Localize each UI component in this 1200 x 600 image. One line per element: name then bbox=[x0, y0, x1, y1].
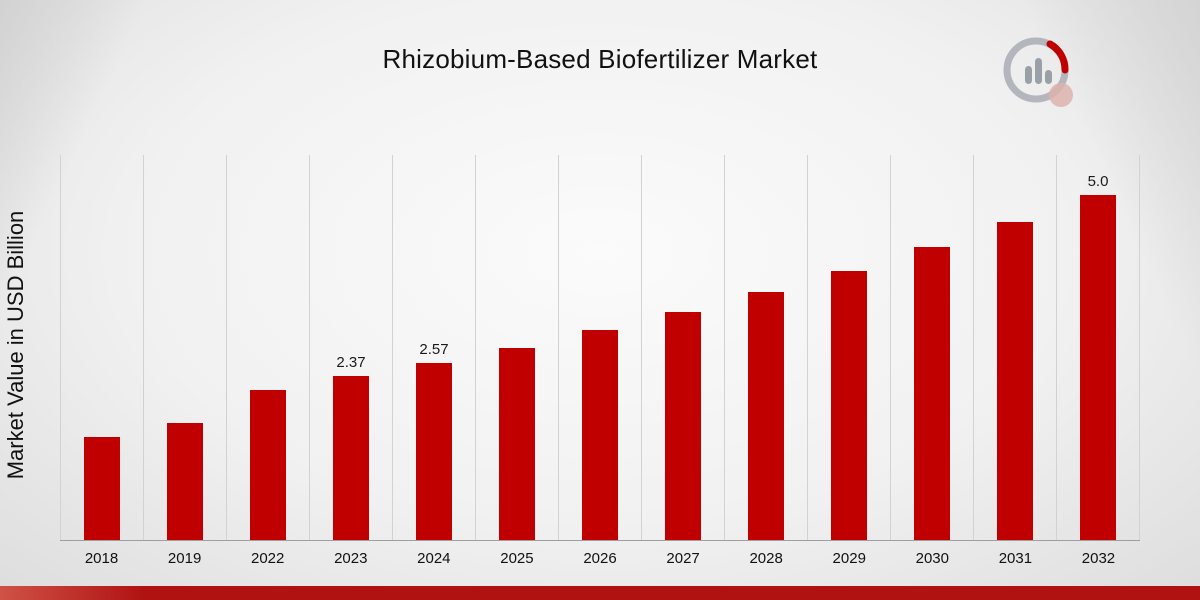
bar-value-label: 2.37 bbox=[336, 354, 366, 372]
bar-column bbox=[641, 155, 724, 540]
x-axis-line bbox=[60, 540, 1140, 541]
bar-column: 5.0 bbox=[1056, 155, 1140, 540]
x-tick-label: 2025 bbox=[500, 550, 534, 567]
bar-column bbox=[226, 155, 309, 540]
plot-area: 2.37 2.57 5.0 bbox=[60, 155, 1140, 540]
x-tick-label: 2029 bbox=[832, 550, 866, 567]
bar bbox=[333, 376, 369, 540]
bar-column bbox=[890, 155, 973, 540]
bar-column bbox=[807, 155, 890, 540]
bar-value-label: 2.57 bbox=[419, 340, 449, 358]
bar-column bbox=[475, 155, 558, 540]
bar bbox=[997, 221, 1033, 540]
bar-column bbox=[143, 155, 226, 540]
x-tick-label: 2022 bbox=[251, 550, 285, 567]
x-tick-label: 2026 bbox=[583, 550, 617, 567]
x-axis-ticks: 2018 2019 2022 2023 2024 2025 2026 2027 2028 2029… bbox=[60, 541, 1140, 567]
bar bbox=[84, 436, 120, 540]
bar-column bbox=[973, 155, 1056, 540]
bar bbox=[416, 362, 452, 540]
bar-value-label: 5.0 bbox=[1087, 173, 1109, 191]
bar-column: 2.37 bbox=[309, 155, 392, 540]
bar bbox=[748, 292, 784, 540]
x-tick-label: 2028 bbox=[749, 550, 783, 567]
chart-title: Rhizobium-Based Biofertilizer Market bbox=[382, 44, 818, 74]
x-tick-label: 2031 bbox=[998, 550, 1033, 567]
market-research-future-logo bbox=[998, 32, 1080, 114]
bar bbox=[831, 270, 867, 540]
bar bbox=[665, 312, 701, 540]
x-tick-label: 2024 bbox=[417, 550, 451, 567]
x-tick-label: 2023 bbox=[334, 550, 368, 567]
bar-column bbox=[60, 155, 143, 540]
y-axis-label: Market Value in USD Billion bbox=[3, 210, 28, 480]
x-tick-label: 2032 bbox=[1081, 550, 1116, 567]
bar bbox=[1080, 195, 1116, 540]
bar-column bbox=[724, 155, 807, 540]
x-tick-label: 2027 bbox=[666, 550, 700, 567]
bar bbox=[582, 330, 618, 540]
bar bbox=[167, 422, 203, 540]
x-tick-label: 2019 bbox=[167, 550, 202, 567]
bar-column bbox=[558, 155, 641, 540]
brand-logo-icon bbox=[1003, 37, 1073, 107]
footer-accent-bar bbox=[0, 586, 1200, 600]
bar bbox=[914, 247, 950, 540]
x-tick-label: 2018 bbox=[84, 550, 119, 567]
bar bbox=[499, 347, 535, 540]
x-tick-label: 2030 bbox=[915, 550, 949, 567]
bar-column: 2.57 bbox=[392, 155, 475, 540]
bar bbox=[250, 389, 286, 540]
bar-chart: 2.37 2.57 5.0 2018 2019 2022 2023 2024 2025 2026… bbox=[60, 155, 1140, 567]
